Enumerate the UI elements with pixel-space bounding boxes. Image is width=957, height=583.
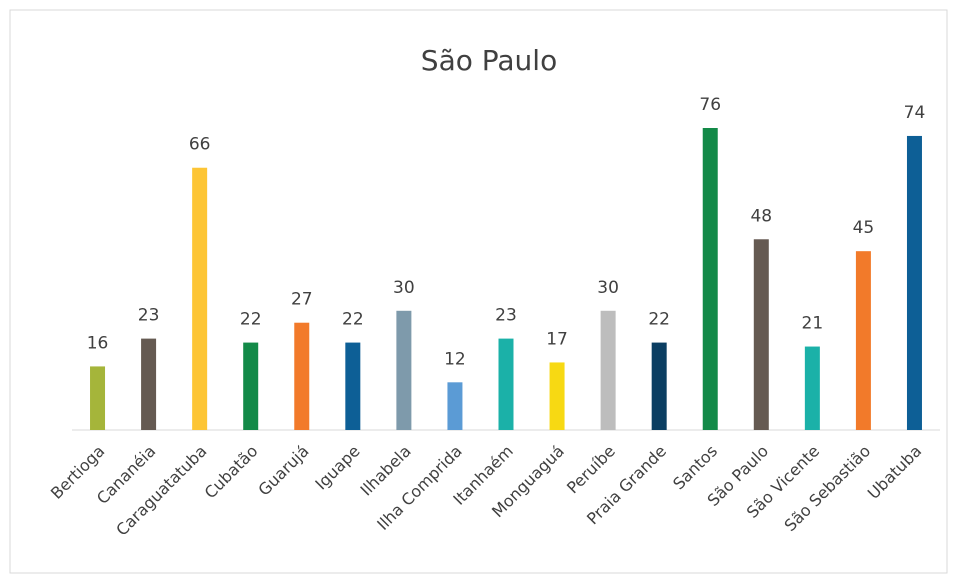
data-label: 21 <box>802 314 824 334</box>
chart-border <box>9 9 948 574</box>
data-label: 16 <box>87 333 109 353</box>
data-label: 30 <box>393 278 415 298</box>
bar <box>192 167 208 430</box>
bar <box>498 338 514 430</box>
bar <box>855 251 871 430</box>
bar <box>396 310 412 430</box>
data-label: 12 <box>444 349 466 369</box>
data-label: 22 <box>648 310 670 330</box>
data-label: 27 <box>291 290 313 310</box>
data-label: 23 <box>495 306 517 326</box>
bar <box>243 342 259 430</box>
data-label: 17 <box>546 329 568 349</box>
bar <box>90 366 106 430</box>
bar <box>753 239 769 430</box>
data-label: 48 <box>750 206 772 226</box>
data-label: 22 <box>240 310 262 330</box>
data-label: 45 <box>853 218 875 238</box>
data-label: 74 <box>904 103 926 123</box>
data-label: 30 <box>597 278 619 298</box>
bar <box>141 338 157 430</box>
chart-title: São Paulo <box>421 44 557 77</box>
data-label: 23 <box>138 306 160 326</box>
bar <box>600 310 616 430</box>
bar <box>345 342 361 430</box>
data-label: 66 <box>189 135 211 155</box>
bar <box>702 128 718 430</box>
bar <box>804 346 820 430</box>
bar <box>549 362 565 430</box>
bar <box>651 342 667 430</box>
bar <box>294 322 310 430</box>
data-label: 76 <box>699 95 721 115</box>
bar <box>447 382 463 430</box>
bar <box>906 135 922 430</box>
data-label: 22 <box>342 310 364 330</box>
